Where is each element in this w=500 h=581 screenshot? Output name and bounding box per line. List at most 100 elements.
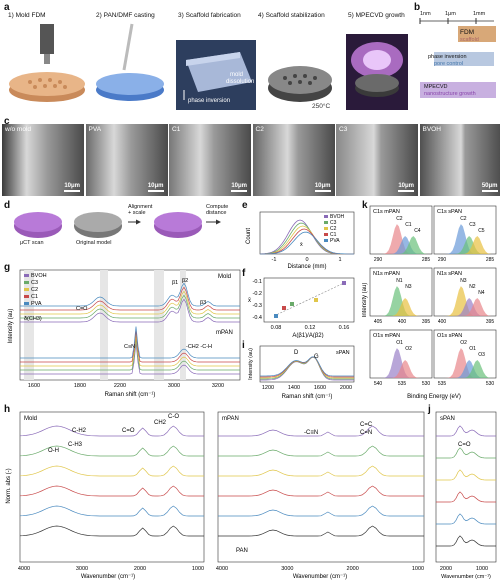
- pore-control-label: pore control: [434, 61, 464, 67]
- panel-i-plot: Intensity (au) Raman shift (cm⁻¹) 1200 1400…: [248, 345, 355, 400]
- sem-label: C2: [255, 126, 264, 133]
- peak-annotation: -C≡N: [304, 430, 318, 436]
- peak-annotation: C=C: [360, 422, 373, 428]
- x-tick-label: 3000: [168, 383, 180, 389]
- x-tick-label: 1400: [288, 385, 300, 391]
- legend-entry: BVOH: [330, 214, 345, 220]
- highlight-band: [154, 270, 164, 380]
- x-tick-label: 1600: [314, 385, 326, 391]
- mpan-spectrum-line: [20, 330, 240, 363]
- nano-growth-label: nanostructure growth: [424, 91, 476, 97]
- svg-text:dissolution: dissolution: [226, 79, 254, 85]
- xps-x-tick: 535: [438, 381, 447, 387]
- x-tick-label: 1000: [192, 566, 204, 572]
- xps-component-fill: [370, 236, 432, 254]
- x-tick-label: 3200: [212, 383, 224, 389]
- xps-peak-label: N2: [469, 284, 476, 290]
- legend-swatch: [324, 215, 328, 218]
- sem-image-3: C1 10μm: [169, 124, 251, 196]
- phase-inversion-text: phase inversion: [188, 98, 230, 104]
- ftir-line: [218, 425, 424, 437]
- ftir-line: [19, 525, 204, 537]
- peak-annotation: β3: [200, 300, 206, 306]
- xps-component-fill: [370, 286, 432, 316]
- xps-component-fill: [434, 236, 496, 254]
- xps-peak-label: C3: [469, 222, 476, 228]
- original-model-label: Original model: [76, 240, 112, 246]
- xps-component-fill: [434, 360, 496, 378]
- highlight-band: [100, 270, 108, 380]
- ftir-line: [436, 469, 496, 481]
- panel-label-e: e: [242, 200, 248, 211]
- panel-label-h: h: [4, 404, 11, 415]
- xps-peak-label: O3: [478, 352, 485, 358]
- ftir-line: [218, 505, 424, 517]
- panel-label-b: b: [414, 2, 421, 13]
- step-mold-fdm: 1) Mold FDM: [8, 12, 46, 19]
- scale-bar-label: 10μm: [147, 183, 164, 189]
- scale-bar-label: 10μm: [314, 183, 331, 189]
- xps-peak-label: N1: [396, 278, 403, 284]
- ftir-title: Mold: [24, 416, 37, 422]
- legend-swatch: [24, 274, 29, 277]
- xps-x-tick: 285: [422, 257, 431, 263]
- peak-annotation: C=N: [360, 430, 372, 436]
- mold-title: Mold: [218, 274, 231, 280]
- x-tick-label: 3000: [76, 566, 88, 572]
- scale-bar: [231, 190, 247, 192]
- xps-title: N1s mPAN: [373, 271, 400, 277]
- raman-line: [260, 356, 354, 378]
- x-tick-label: 1000: [412, 566, 424, 572]
- xps-x-tick: 535: [398, 381, 407, 387]
- xps-title: O1s mPAN: [373, 333, 400, 339]
- ftir-line: [218, 485, 424, 497]
- y-tick-label: -0.3: [253, 303, 262, 309]
- xps-peak-label: C5: [478, 228, 485, 234]
- ftir-line: [436, 513, 496, 525]
- x-tick-label: 2000: [347, 566, 359, 572]
- mold-spectrum-line: [20, 282, 240, 307]
- legend-entry: C2: [31, 287, 38, 293]
- panel-label-c: c: [4, 116, 10, 127]
- compute-distance-label: Compute distance: [206, 204, 229, 216]
- xps-x-tick: 395: [422, 319, 431, 325]
- xps-title: C1s mPAN: [373, 209, 400, 215]
- data-point: [290, 302, 294, 306]
- phase-inversion-label: phase inversion: [428, 54, 467, 60]
- scale-1um: 1μm: [445, 11, 456, 17]
- y-axis-label: Norm. abs (-): [6, 468, 12, 503]
- xps-peak-label: O2: [405, 346, 412, 352]
- raman-line: [260, 356, 354, 379]
- data-point: [342, 281, 346, 285]
- x-axis-label: Binding Energy (eV): [407, 394, 461, 400]
- xps-x-tick: 540: [374, 381, 383, 387]
- legend-swatch: [24, 295, 29, 298]
- mpan-spectrum-line: [20, 334, 240, 367]
- y-tick-label: -0.2: [253, 291, 262, 297]
- x-tick-label: 0.16: [339, 325, 350, 331]
- sem-image-5: C3 10μm: [336, 124, 418, 196]
- panel-label-i: i: [242, 340, 245, 351]
- x-tick-label: 4000: [216, 566, 228, 572]
- mold-spectrum-line: [20, 286, 240, 311]
- x-tick-label: 2000: [134, 566, 146, 572]
- legend-entry: C3: [330, 220, 337, 226]
- scale-bar: [314, 190, 331, 192]
- alignment-label: Alignment + scale: [128, 204, 153, 216]
- peak-annotation: C-H3: [68, 442, 83, 448]
- sem-image-4: C2 10μm: [252, 124, 335, 196]
- pan-label: PAN: [236, 548, 248, 554]
- y-axis-label: Count: [246, 228, 252, 244]
- xps-peak-label: N3: [405, 284, 412, 290]
- peak-annotation: C-O: [168, 414, 179, 420]
- xps-title: O1s sPAN: [437, 333, 462, 339]
- xps-x-tick: 290: [438, 257, 447, 263]
- peak-annotation: C=O: [458, 442, 471, 448]
- step-casting: 2) PAN/DMF casting: [96, 12, 155, 19]
- x-tick-label: 2000: [340, 385, 352, 391]
- legend-entry: PVA: [31, 301, 42, 307]
- mpan-spectrum-line: [20, 326, 240, 359]
- distribution-line: [260, 228, 354, 255]
- xps-component-fill: [434, 298, 496, 316]
- peak-annotation: O-H: [48, 448, 59, 454]
